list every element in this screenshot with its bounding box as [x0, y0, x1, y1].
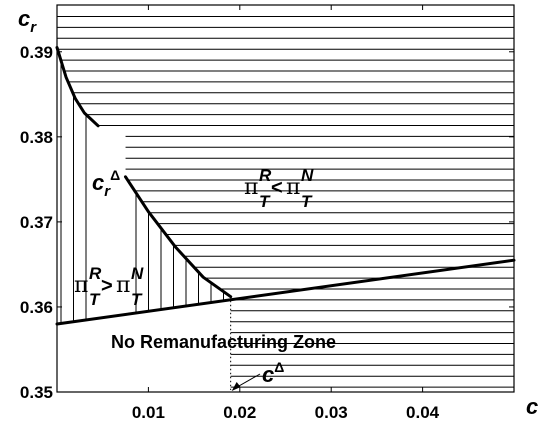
y-tick-label: 0.39 — [20, 43, 53, 62]
region-label-remanufacturing-higher-profit: π R T > π N T — [74, 264, 144, 309]
sup-n-2: N — [131, 264, 144, 283]
cr-delta-label: crΔ — [92, 167, 120, 200]
sub-t-1: T — [259, 192, 271, 211]
sub-t-3: T — [89, 290, 101, 309]
sup-r-2: R — [89, 264, 102, 283]
y-tick-label: 0.38 — [20, 128, 53, 147]
upper-curve-segment — [55, 46, 100, 128]
pi-symbol-1: π — [244, 175, 258, 200]
c-delta-arrowhead — [231, 382, 241, 391]
sub-t-2: T — [301, 192, 313, 211]
lower-boundary — [55, 258, 516, 326]
operator-greater-than: > — [101, 275, 113, 297]
y-axis-ticks: 0.35 0.36 0.37 0.38 0.39 — [20, 43, 514, 402]
region-label-remanufacturing-lower-profit: π R T < π N T — [244, 166, 314, 211]
pi-symbol-3: π — [74, 273, 88, 298]
pi-symbol-4: π — [116, 273, 130, 298]
no-remanufacturing-zone-label: No Remanufacturing Zone — [111, 332, 336, 352]
boundary-curves — [55, 46, 516, 326]
vertical-hatch-region — [60, 60, 224, 324]
sub-t-4: T — [131, 290, 143, 309]
plot-frame — [56, 4, 515, 393]
x-axis-ticks: 0.01 0.02 0.03 0.04 — [132, 5, 440, 422]
sup-n-1: N — [301, 166, 314, 185]
c-delta-annotation: cΔ — [230, 296, 284, 391]
y-axis-title-sub: r — [30, 19, 37, 36]
y-axis-title-main: c — [18, 6, 30, 31]
cr-delta-annotation: crΔ — [92, 167, 120, 200]
horizontal-hatch-region — [57, 16, 514, 388]
x-tick-label: 0.04 — [406, 403, 440, 422]
c-delta-label: cΔ — [262, 359, 284, 387]
x-tick-label: 0.02 — [223, 403, 256, 422]
y-tick-label: 0.35 — [20, 383, 53, 402]
x-tick-label: 0.01 — [132, 403, 165, 422]
y-tick-label: 0.36 — [20, 298, 53, 317]
x-tick-label: 0.03 — [315, 403, 348, 422]
pi-symbol-2: π — [286, 175, 300, 200]
y-axis-title: cr — [18, 6, 37, 36]
lower-curve-segment — [124, 175, 233, 299]
x-axis-title: c — [526, 394, 538, 419]
operator-less-than: < — [271, 177, 283, 199]
sup-r-1: R — [259, 166, 272, 185]
y-tick-label: 0.37 — [20, 213, 53, 232]
